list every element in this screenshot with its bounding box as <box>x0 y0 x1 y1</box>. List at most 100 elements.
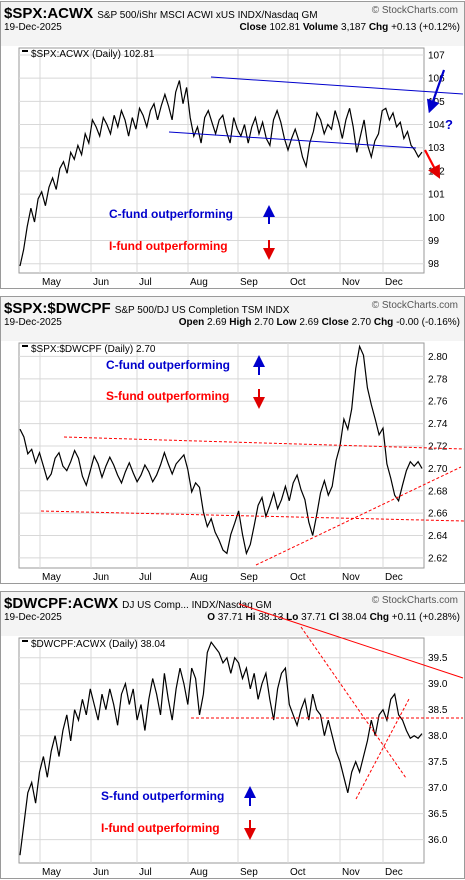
falling-trend-line <box>300 626 407 779</box>
symbol-description: S&P 500/iShr MSCI ACWI xUS INDX/Nasdaq G… <box>97 10 318 21</box>
chart-date: 19-Dec-2025 <box>4 317 62 328</box>
y-tick-label: 2.64 <box>428 531 448 542</box>
legend-swatch <box>22 345 28 347</box>
x-tick-label: Jun <box>93 867 109 878</box>
y-tick-label: 2.72 <box>428 441 448 452</box>
x-tick-label: Sep <box>240 867 258 878</box>
y-tick-label: 106 <box>428 74 445 85</box>
chart-panel-spx-dwcpf: $SPX:$DWCPF S&P 500/DJ US Completion TSM … <box>0 296 465 584</box>
y-tick-label: 2.66 <box>428 509 448 520</box>
annotation-top: C-fund outperforming <box>106 358 230 372</box>
x-tick-label: Nov <box>342 277 360 288</box>
chart-panel-dwcpf-acwx: $DWCPF:ACWX DJ US Comp... INDX/Nasdaq GM … <box>0 591 465 879</box>
annotation-top: S-fund outperforming <box>101 789 224 803</box>
y-tick-label: 38.5 <box>428 705 448 716</box>
annotation-top: C-fund outperforming <box>109 207 233 221</box>
stockcharts-logo: © StockCharts.com <box>371 300 458 311</box>
chart-header: $SPX:$DWCPF S&P 500/DJ US Completion TSM … <box>1 297 464 341</box>
y-tick-label: 38.0 <box>428 731 448 742</box>
symbol-title: $DWCPF:ACWX DJ US Comp... INDX/Nasdaq GM <box>4 595 272 612</box>
chart-header: $DWCPF:ACWX DJ US Comp... INDX/Nasdaq GM … <box>1 592 464 636</box>
resistance-line <box>238 603 464 679</box>
plot-area <box>18 637 425 864</box>
x-tick-label: Oct <box>290 572 306 583</box>
chart-panel-spx-acwx: $SPX:ACWX S&P 500/iShr MSCI ACWI xUS INDX… <box>0 1 465 289</box>
x-tick-label: Aug <box>190 277 208 288</box>
x-tick-label: Dec <box>385 277 403 288</box>
legend-label: $SPX:ACWX (Daily) 102.81 <box>31 49 155 60</box>
y-tick-label: 100 <box>428 213 445 224</box>
rising-trend-line <box>355 698 410 800</box>
chart-stats: Close 102.81 Volume 3,187 Chg +0.13 (+0.… <box>239 22 460 33</box>
y-tick-label: 2.80 <box>428 352 448 363</box>
chart-stats: Open 2.69 High 2.70 Low 2.69 Close 2.70 … <box>178 317 460 328</box>
question-mark: ? <box>445 117 453 132</box>
x-tick-label: May <box>42 867 61 878</box>
x-tick-label: Jun <box>93 572 109 583</box>
y-tick-label: 2.78 <box>428 374 448 385</box>
chart-date: 19-Dec-2025 <box>4 612 62 623</box>
x-tick-label: Jul <box>139 572 152 583</box>
resistance-line <box>210 76 464 95</box>
support-line <box>168 131 417 149</box>
x-tick-label: May <box>42 277 61 288</box>
y-tick-label: 37.0 <box>428 783 448 794</box>
legend-label: $SPX:$DWCPF (Daily) 2.70 <box>31 344 156 355</box>
y-tick-label: 104 <box>428 120 445 131</box>
support-line <box>40 510 464 522</box>
x-tick-label: Dec <box>385 572 403 583</box>
y-tick-label: 2.74 <box>428 419 448 430</box>
y-tick-label: 37.5 <box>428 757 448 768</box>
resistance-line <box>63 436 464 450</box>
x-tick-label: May <box>42 572 61 583</box>
x-tick-label: Jul <box>139 867 152 878</box>
price-chart: 2.80 2.78 2.76 2.74 2.72 2.70 2.68 2.66 2.64 2.62… <box>18 342 464 583</box>
stockcharts-logo: © StockCharts.com <box>371 5 458 16</box>
plot-area <box>18 47 425 274</box>
price-series-line <box>19 80 423 267</box>
x-tick-label: Nov <box>342 867 360 878</box>
x-tick-label: Jul <box>139 277 152 288</box>
y-tick-label: 39.5 <box>428 653 448 664</box>
annotation-bottom: S-fund outperforming <box>106 389 229 403</box>
x-tick-label: Sep <box>240 277 258 288</box>
y-tick-label: 2.68 <box>428 486 448 497</box>
symbol-title: $SPX:ACWX S&P 500/iShr MSCI ACWI xUS INDX… <box>4 5 318 22</box>
y-tick-label: 107 <box>428 50 445 61</box>
x-tick-label: Aug <box>190 572 208 583</box>
x-tick-label: Oct <box>290 867 306 878</box>
symbol-description: DJ US Comp... INDX/Nasdaq GM <box>122 600 272 611</box>
y-tick-label: 98 <box>428 259 440 270</box>
breakdown-arrow <box>424 149 441 179</box>
x-tick-label: Sep <box>240 572 258 583</box>
legend-swatch <box>22 50 28 52</box>
y-tick-label: 2.62 <box>428 553 448 564</box>
plot-area <box>18 342 425 569</box>
y-tick-label: 2.70 <box>428 464 448 475</box>
y-tick-label: 99 <box>428 236 440 247</box>
price-series-line <box>19 344 423 556</box>
x-tick-label: Nov <box>342 572 360 583</box>
price-chart: 1071061051041031021011009998MayJunJulAug… <box>18 47 464 288</box>
x-tick-label: Aug <box>190 867 208 878</box>
annotation-bottom: I-fund outperforming <box>109 239 228 253</box>
y-tick-label: 103 <box>428 143 445 154</box>
symbol-description: S&P 500/DJ US Completion TSM INDX <box>114 305 290 316</box>
rising-trend-line <box>255 466 462 566</box>
symbol-title: $SPX:$DWCPF S&P 500/DJ US Completion TSM … <box>4 300 290 317</box>
y-tick-label: 36.5 <box>428 809 448 820</box>
stockcharts-logo: © StockCharts.com <box>371 595 458 606</box>
breakout-arrow <box>426 69 446 114</box>
chart-date: 19-Dec-2025 <box>4 22 62 33</box>
chart-stats: O 37.71 Hi 38.13 Lo 37.71 Cl 38.04 Chg +… <box>207 612 460 623</box>
chart-header: $SPX:ACWX S&P 500/iShr MSCI ACWI xUS INDX… <box>1 2 464 46</box>
legend-label: $DWCPF:ACWX (Daily) 38.04 <box>31 639 166 650</box>
annotation-bottom: I-fund outperforming <box>101 821 220 835</box>
price-chart: 39.5 39.0 38.5 38.0 37.5 37.0 36.5 36.0 May Jun Ju… <box>18 603 464 878</box>
legend-swatch <box>22 640 28 642</box>
y-tick-label: 36.0 <box>428 835 448 846</box>
x-tick-label: Oct <box>290 277 306 288</box>
x-tick-label: Jun <box>93 277 109 288</box>
y-tick-label: 2.76 <box>428 397 448 408</box>
price-series-line <box>19 640 423 856</box>
